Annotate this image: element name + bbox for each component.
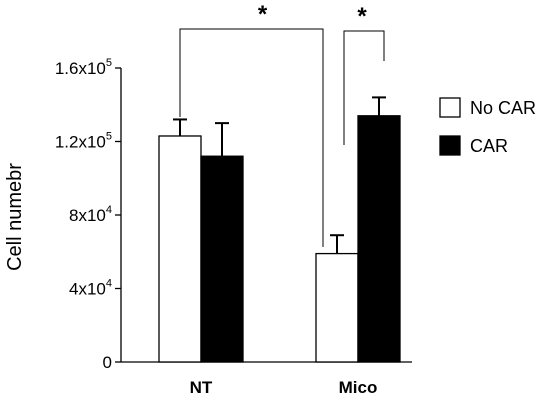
bar [357,115,401,363]
bar [158,135,202,363]
significance-label: * [357,3,367,30]
x-category-label: Mico [339,378,378,397]
legend: No CAR CAR [439,97,536,156]
significance-brackets: * * [179,1,385,247]
legend-label: CAR [470,136,508,156]
y-tick-label: 1.6x105 [55,57,112,78]
significance-bracket [343,30,385,145]
y-tick-label: 0 [103,353,112,372]
y-tick-label: 8x104 [69,204,112,225]
legend-swatch [439,97,461,118]
bar [200,155,244,363]
y-tick-label: 4x104 [69,278,112,299]
y-tick-label: 1.2x105 [55,131,112,152]
legend-swatch [439,135,461,156]
bars [158,115,401,363]
legend-label: No CAR [470,98,536,118]
significance-label: * [258,1,268,28]
y-axis-title: Cell numebr [4,163,26,271]
error-bars [173,96,386,254]
significance-bracket [179,28,324,247]
x-category-label: NT [190,378,213,397]
bar [315,252,359,363]
axes: 0 4x104 8x104 1.2x105 1.6x105 Cell numebr NT Mi… [4,57,412,397]
